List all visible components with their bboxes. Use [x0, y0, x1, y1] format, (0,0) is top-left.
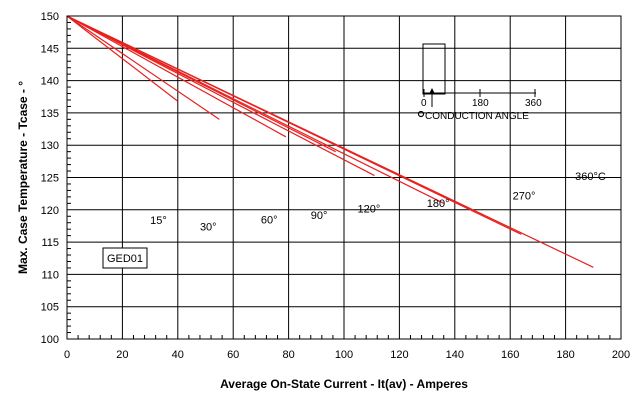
ged01-box-frame	[102, 247, 148, 269]
y-tick-label-150: 150	[41, 11, 59, 23]
y-tick-label-115: 115	[41, 237, 59, 249]
y-axis-title: Max. Case Temperature - Tcase - °	[16, 81, 30, 274]
x-tick-labels: 0 20 40 60 80 100 120 140 160 180 200	[64, 349, 630, 361]
curve-1	[66, 15, 179, 102]
curve-label-4: 90°	[311, 210, 328, 222]
y-tick-label-105: 105	[41, 302, 59, 314]
curve-2	[66, 15, 220, 120]
x-tick-label-200: 200	[612, 349, 630, 361]
ged01-box-text: GED01	[107, 253, 143, 265]
curve-3	[66, 15, 287, 138]
inset-label-360: 360	[525, 98, 542, 109]
x-tick-label-60: 60	[227, 349, 239, 361]
grid	[67, 16, 621, 339]
inset-waveform-box	[422, 43, 446, 95]
y-tick-label-130: 130	[41, 140, 59, 152]
x-tick-label-40: 40	[172, 349, 184, 361]
y-tick-label-140: 140	[41, 76, 59, 88]
x-tick-label-140: 140	[446, 349, 464, 361]
x-tick-label-160: 160	[501, 349, 519, 361]
x-tick-label-180: 180	[556, 349, 574, 361]
y-tick-label-100: 100	[41, 334, 59, 346]
curve-8	[66, 15, 594, 268]
x-tick-label-20: 20	[116, 349, 128, 361]
curve-5	[66, 15, 375, 177]
y-tick-label-110: 110	[41, 269, 59, 281]
inset-arrow-head	[429, 88, 435, 94]
curve-label-8: 360°C	[575, 171, 606, 183]
curve-6	[66, 15, 444, 204]
plot-frame	[66, 15, 622, 340]
y-tick-label-120: 120	[41, 205, 59, 217]
y-tick-label-125: 125	[41, 173, 59, 185]
x-tick-label-80: 80	[282, 349, 294, 361]
inset-caption: CONDUCTION ANGLE	[425, 111, 529, 122]
x-tick-label-0: 0	[64, 349, 70, 361]
inset-label-0: 0	[421, 98, 427, 109]
minor-ticks	[67, 21, 611, 339]
curve-label-6: 180°	[427, 198, 450, 210]
curve-label-5: 120°	[358, 203, 381, 215]
curve-labels: 15° 30° 60° 90° 120° 180° 270° 360°C	[150, 171, 606, 233]
y-tick-labels: 100 105 110 115 120 125 130 135 140 145 150	[41, 11, 59, 346]
y-tick-label-145: 145	[41, 43, 59, 55]
x-tick-label-100: 100	[335, 349, 353, 361]
curve-label-7: 270°	[513, 190, 536, 202]
curve-label-1: 15°	[150, 215, 167, 227]
y-tick-label-135: 135	[41, 108, 59, 120]
curves	[66, 15, 594, 268]
x-tick-label-120: 120	[390, 349, 408, 361]
inset-label-180: 180	[472, 98, 489, 109]
x-axis-title: Average On-State Current - It(av) - Ampe…	[220, 377, 468, 391]
inset-origin-circle	[417, 110, 425, 118]
curve-label-3: 60°	[261, 214, 278, 226]
ged01-box: GED01	[102, 247, 148, 269]
conduction-angle-inset: 0 180 360 CONDUCTION ANGLE	[417, 43, 542, 122]
curve-label-2: 30°	[200, 221, 217, 233]
